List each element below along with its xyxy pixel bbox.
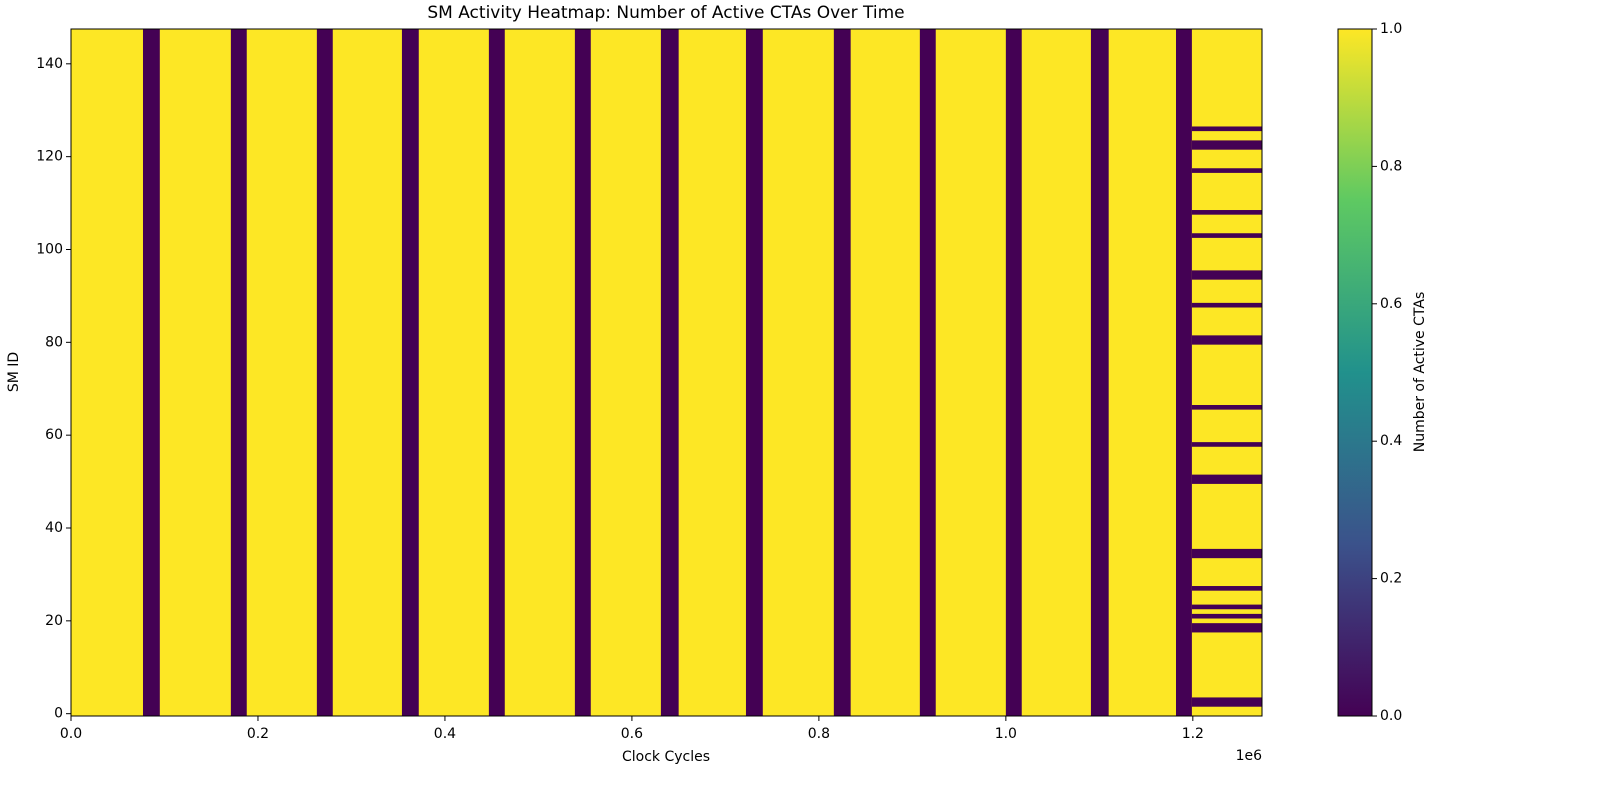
idle-band bbox=[142, 29, 160, 716]
x-axis-label: Clock Cycles bbox=[622, 749, 710, 765]
colorbar-label: Number of Active CTAs bbox=[1412, 292, 1428, 453]
idle-band bbox=[401, 29, 419, 716]
idle-stripe bbox=[1191, 140, 1262, 150]
idle-stripe bbox=[1191, 168, 1262, 173]
idle-stripe bbox=[1191, 697, 1262, 707]
idle-band bbox=[919, 29, 936, 716]
idle-band bbox=[230, 29, 247, 716]
idle-band bbox=[1005, 29, 1022, 716]
idle-band bbox=[833, 29, 851, 716]
plot-frame bbox=[70, 28, 1263, 717]
idle-band bbox=[660, 29, 679, 716]
colorbar-tick-label: 0.0 bbox=[1380, 708, 1402, 724]
idle-stripe bbox=[1191, 586, 1262, 591]
y-tick-label: 140 bbox=[36, 56, 63, 72]
idle-stripe bbox=[1191, 604, 1262, 610]
idle-stripe bbox=[1191, 302, 1262, 308]
colorbar bbox=[1337, 28, 1373, 717]
colorbar-tick-label: 1.0 bbox=[1380, 21, 1402, 37]
idle-band bbox=[745, 29, 763, 716]
idle-stripe bbox=[1191, 548, 1262, 559]
idle-stripe bbox=[1191, 270, 1262, 280]
y-tick-label: 40 bbox=[45, 520, 63, 536]
heatmap-cells bbox=[71, 29, 1262, 716]
idle-band bbox=[1175, 29, 1192, 716]
colorbar-tick-label: 0.8 bbox=[1380, 158, 1402, 174]
y-axis-label: SM ID bbox=[6, 352, 22, 392]
x-tick-label: 0.8 bbox=[808, 726, 830, 742]
idle-stripe bbox=[1191, 474, 1262, 484]
y-tick-label: 20 bbox=[45, 613, 63, 629]
idle-stripe bbox=[1191, 623, 1262, 633]
chart-title: SM Activity Heatmap: Number of Active CT… bbox=[427, 3, 904, 23]
x-tick-label: 0.2 bbox=[247, 726, 269, 742]
x-tick-label: 0.4 bbox=[434, 726, 456, 742]
idle-stripe bbox=[1191, 442, 1262, 447]
idle-stripe bbox=[1191, 613, 1262, 619]
colorbar-tick-label: 0.6 bbox=[1380, 296, 1402, 312]
x-tick-label: 0.6 bbox=[621, 726, 643, 742]
x-tick-label: 1.0 bbox=[995, 726, 1017, 742]
y-tick-label: 80 bbox=[45, 334, 63, 350]
idle-stripe bbox=[1191, 335, 1262, 345]
idle-stripe bbox=[1191, 404, 1262, 410]
x-tick-label: 1.2 bbox=[1182, 726, 1204, 742]
idle-stripe bbox=[1191, 126, 1262, 132]
colorbar-tick-label: 0.4 bbox=[1380, 433, 1402, 449]
idle-stripe bbox=[1191, 210, 1262, 215]
idle-band bbox=[1090, 29, 1109, 716]
idle-band bbox=[316, 29, 333, 716]
idle-stripe bbox=[1191, 233, 1262, 238]
idle-band bbox=[574, 29, 591, 716]
y-tick-label: 60 bbox=[45, 427, 63, 443]
y-tick-label: 120 bbox=[36, 149, 63, 165]
y-tick-label: 0 bbox=[54, 706, 63, 722]
y-tick-label: 100 bbox=[36, 241, 63, 257]
idle-band bbox=[488, 29, 505, 716]
x-offset-label: 1e6 bbox=[1236, 748, 1263, 764]
x-tick-label: 0.0 bbox=[60, 726, 82, 742]
colorbar-tick-label: 0.2 bbox=[1380, 571, 1402, 587]
